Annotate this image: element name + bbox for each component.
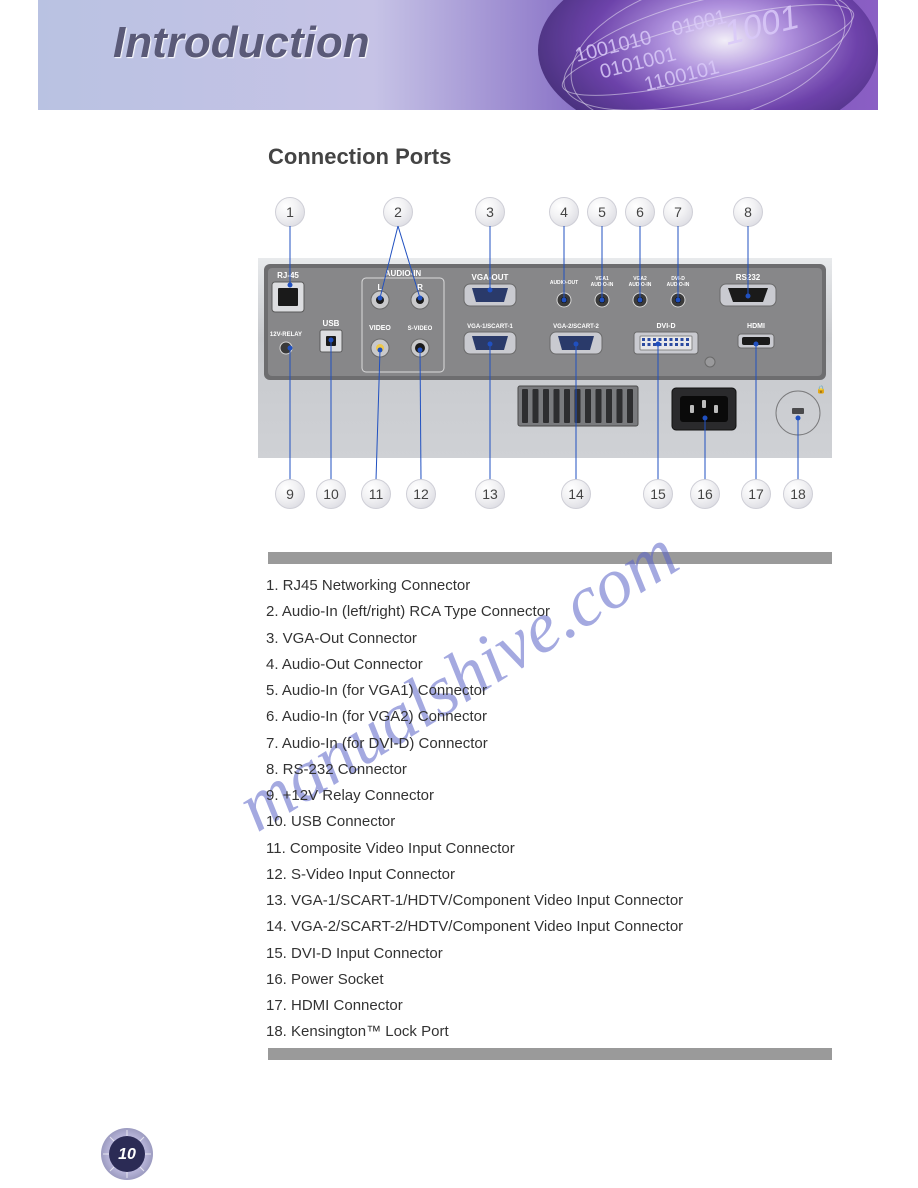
- callout-7: 7: [663, 197, 693, 227]
- callout-11: 11: [361, 479, 391, 509]
- divider-bar-bottom: [268, 1048, 832, 1060]
- list-item: 12. S-Video Input Connector: [266, 862, 683, 888]
- callout-17: 17: [741, 479, 771, 509]
- page-root: Introduction 1001: [0, 0, 918, 1188]
- banner-graphic: 1001010 0101001 1100101 01001 1001: [478, 0, 878, 110]
- list-item: 13. VGA-1/SCART-1/HDTV/Component Video I…: [266, 888, 683, 914]
- callout-3: 3: [475, 197, 505, 227]
- connector-list: 1. RJ45 Networking Connector2. Audio-In …: [266, 573, 683, 1046]
- callout-8: 8: [733, 197, 763, 227]
- list-item: 16. Power Socket: [266, 967, 683, 993]
- callout-5: 5: [587, 197, 617, 227]
- list-item: 18. Kensington™ Lock Port: [266, 1019, 683, 1045]
- list-item: 4. Audio-Out Connector: [266, 652, 683, 678]
- callout-6: 6: [625, 197, 655, 227]
- callout-16: 16: [690, 479, 720, 509]
- list-item: 11. Composite Video Input Connector: [266, 836, 683, 862]
- callout-1: 1: [275, 197, 305, 227]
- list-item: 8. RS-232 Connector: [266, 757, 683, 783]
- list-item: 14. VGA-2/SCART-2/HDTV/Component Video I…: [266, 914, 683, 940]
- banner-title: Introduction: [113, 18, 370, 68]
- connector-diagram: 12345678 RJ-4512V-RELAYUSBAUDIO-INLRVIDE…: [258, 190, 832, 510]
- list-item: 5. Audio-In (for VGA1) Connector: [266, 678, 683, 704]
- callout-12: 12: [406, 479, 436, 509]
- callout-13: 13: [475, 479, 505, 509]
- callout-18: 18: [783, 479, 813, 509]
- list-item: 7. Audio-In (for DVI-D) Connector: [266, 731, 683, 757]
- callout-2: 2: [383, 197, 413, 227]
- divider-bar-top: [268, 552, 832, 564]
- list-item: 15. DVI-D Input Connector: [266, 941, 683, 967]
- page-number: 10: [118, 1146, 136, 1163]
- banner: Introduction 1001: [38, 0, 878, 110]
- callout-14: 14: [561, 479, 591, 509]
- callout-9: 9: [275, 479, 305, 509]
- rear-panel: [258, 258, 832, 458]
- section-heading: Connection Ports: [268, 144, 451, 170]
- list-item: 2. Audio-In (left/right) RCA Type Connec…: [266, 599, 683, 625]
- page-number-badge: 10: [98, 1125, 156, 1183]
- list-item: 17. HDMI Connector: [266, 993, 683, 1019]
- list-item: 6. Audio-In (for VGA2) Connector: [266, 704, 683, 730]
- list-item: 9. +12V Relay Connector: [266, 783, 683, 809]
- list-item: 3. VGA-Out Connector: [266, 626, 683, 652]
- list-item: 1. RJ45 Networking Connector: [266, 573, 683, 599]
- callout-10: 10: [316, 479, 346, 509]
- callout-15: 15: [643, 479, 673, 509]
- callout-4: 4: [549, 197, 579, 227]
- list-item: 10. USB Connector: [266, 809, 683, 835]
